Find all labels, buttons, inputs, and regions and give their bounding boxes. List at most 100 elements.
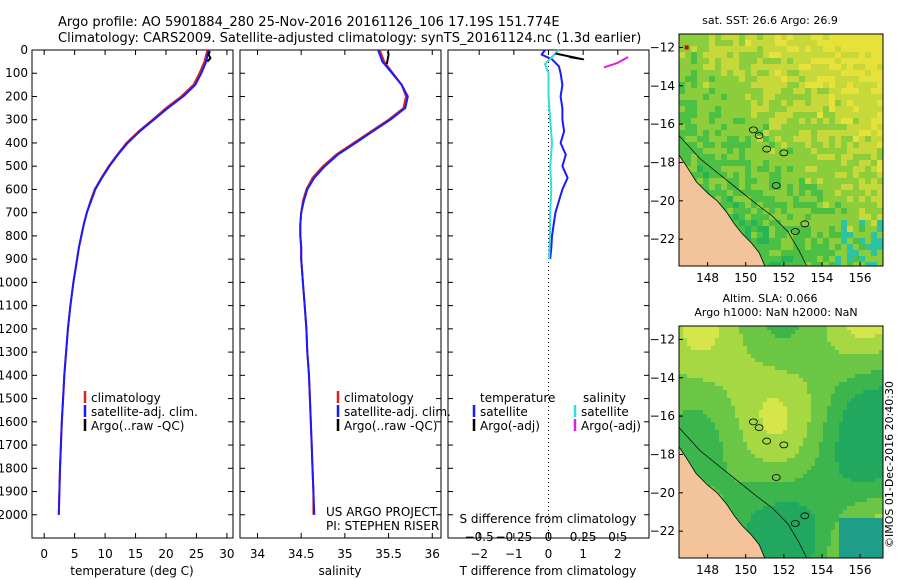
map-cell xyxy=(731,346,736,351)
map-cell xyxy=(793,202,800,209)
map-cell xyxy=(745,130,752,137)
map-cell xyxy=(747,478,752,483)
map-cell xyxy=(779,550,784,555)
map-cell xyxy=(751,490,756,495)
map-cell xyxy=(787,546,792,551)
map-y-tick-label: −16 xyxy=(650,117,675,131)
map-cell xyxy=(847,362,852,367)
map-cell xyxy=(803,342,808,347)
map-cell xyxy=(727,202,734,209)
map-cell xyxy=(787,466,792,471)
map-cell xyxy=(877,184,883,191)
map-cell xyxy=(699,454,704,459)
map-cell xyxy=(769,136,776,143)
map-cell xyxy=(775,550,780,555)
map-cell xyxy=(843,530,848,535)
map-cell xyxy=(805,226,812,233)
map-cell xyxy=(767,342,772,347)
map-cell xyxy=(699,406,704,411)
map-cell xyxy=(851,358,856,363)
map-cell xyxy=(879,362,883,367)
map-cell xyxy=(879,554,883,558)
map-cell xyxy=(795,354,800,359)
map-cell xyxy=(733,142,740,149)
map-cell xyxy=(855,470,860,475)
map-cell xyxy=(755,510,760,515)
map-cell xyxy=(731,402,736,407)
map-cell xyxy=(755,402,760,407)
map-cell xyxy=(877,76,883,83)
map-cell xyxy=(877,238,883,245)
map-cell xyxy=(831,498,836,503)
map-cell xyxy=(719,434,724,439)
map-cell xyxy=(835,226,842,233)
map-cell xyxy=(763,52,770,59)
map-cell xyxy=(807,482,812,487)
map-cell xyxy=(779,534,784,539)
map-cell xyxy=(759,522,764,527)
map-cell xyxy=(875,326,880,331)
map-cell xyxy=(843,326,848,331)
map-cell xyxy=(721,112,728,119)
map-cell xyxy=(743,446,748,451)
map-cell xyxy=(751,406,756,411)
map-cell xyxy=(763,334,768,339)
map-cell xyxy=(843,342,848,347)
map-cell xyxy=(763,238,770,245)
map-cell xyxy=(723,398,728,403)
map-cell xyxy=(775,434,780,439)
map-cell xyxy=(877,70,883,77)
map-cell xyxy=(783,422,788,427)
map-cell xyxy=(851,538,856,543)
map-cell xyxy=(879,454,883,459)
map-cell xyxy=(877,148,883,155)
map-cell xyxy=(793,52,800,59)
map-cell xyxy=(767,422,772,427)
map-cell xyxy=(795,382,800,387)
map-cell xyxy=(747,530,752,535)
map-cell xyxy=(733,124,740,131)
map-cell xyxy=(841,130,848,137)
map-cell xyxy=(703,166,710,173)
map-cell xyxy=(751,350,756,355)
map-cell xyxy=(775,446,780,451)
map-cell xyxy=(763,214,770,221)
map-cell xyxy=(879,386,883,391)
map-cell xyxy=(791,386,796,391)
map-cell xyxy=(871,354,876,359)
map-cell xyxy=(727,326,732,331)
map-cell xyxy=(763,394,768,399)
map-cell xyxy=(807,342,812,347)
map-x-tick-label: 156 xyxy=(849,271,872,285)
y-tick-label: 1900 xyxy=(0,485,28,499)
map-cell xyxy=(775,64,782,71)
map-cell xyxy=(775,462,780,467)
map-cell xyxy=(793,214,800,221)
map-cell xyxy=(687,458,692,463)
map-cell xyxy=(791,450,796,455)
map-cell xyxy=(795,402,800,407)
map-cell xyxy=(727,414,732,419)
map-cell xyxy=(699,386,704,391)
map-cell xyxy=(763,112,770,119)
map-cell xyxy=(723,462,728,467)
map-cell xyxy=(879,534,883,539)
map-cell xyxy=(711,370,716,375)
map-cell xyxy=(879,426,883,431)
map-cell xyxy=(745,106,752,113)
map-cell xyxy=(851,542,856,547)
map-cell xyxy=(835,466,840,471)
map-cell xyxy=(775,338,780,343)
map-cell xyxy=(755,450,760,455)
map-cell xyxy=(685,94,692,101)
map-cell xyxy=(847,106,854,113)
map-cell xyxy=(871,202,878,209)
map-cell xyxy=(823,334,828,339)
map-cell xyxy=(787,410,792,415)
map-cell xyxy=(819,506,824,511)
map-cell xyxy=(875,402,880,407)
map-cell xyxy=(775,342,780,347)
map-cell xyxy=(707,414,712,419)
map-cell xyxy=(719,330,724,335)
map-cell xyxy=(769,112,776,119)
